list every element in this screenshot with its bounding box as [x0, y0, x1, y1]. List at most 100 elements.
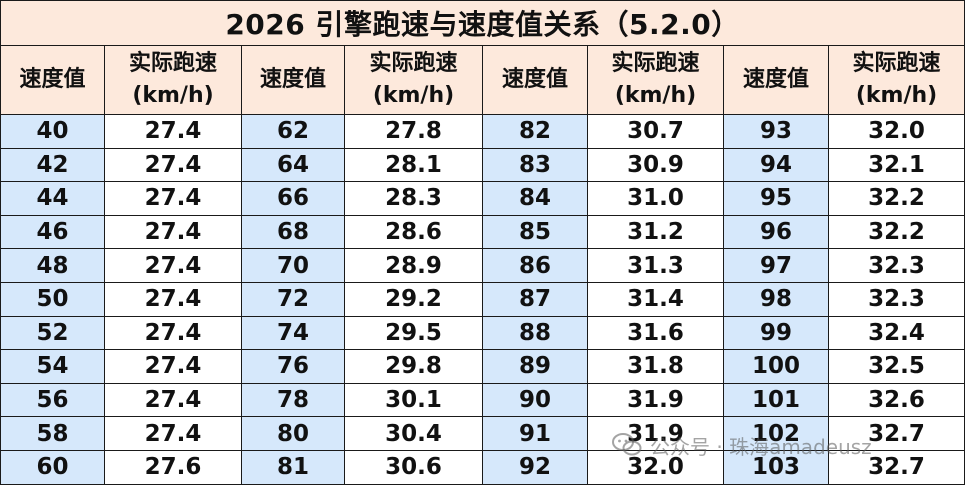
actual-speed-cell: 27.4: [104, 382, 242, 418]
actual-speed-cell: 32.2: [827, 181, 966, 216]
header-actual-speed: 实际跑速 (km/h): [827, 45, 966, 115]
actual-speed-cell: 32.6: [827, 382, 966, 418]
actual-speed-cell: 31.0: [587, 181, 724, 216]
speed-value-cell: 66: [241, 181, 345, 216]
speed-value-cell: 94: [723, 147, 829, 183]
actual-speed-cell: 32.0: [827, 114, 966, 149]
actual-speed-cell: 31.3: [587, 248, 724, 283]
table-row: 58 27.4 80 30.4 91 31.9 102 32.7: [0, 416, 966, 451]
header-actual-speed-unit: (km/h): [372, 83, 455, 108]
header-row: 速度值 实际跑速 (km/h) 速度值 实际跑速 (km/h) 速度值 实际跑速 (k…: [0, 45, 966, 115]
actual-speed-cell: 31.9: [587, 416, 724, 451]
actual-speed-cell: 27.4: [104, 281, 242, 317]
speed-value-cell: 62: [241, 114, 345, 149]
header-speed-value: 速度值: [0, 45, 105, 115]
table-row: 40 27.4 62 27.8 82 30.7 93 32.0: [0, 114, 966, 149]
actual-speed-cell: 31.8: [587, 349, 724, 384]
actual-speed-cell: 31.9: [587, 382, 724, 418]
speed-value-cell: 70: [241, 248, 345, 283]
speed-value-cell: 74: [241, 315, 345, 351]
actual-speed-cell: 32.3: [827, 248, 966, 283]
speed-value-cell: 85: [482, 214, 588, 250]
speed-value-cell: 87: [482, 281, 588, 317]
header-actual-speed: 实际跑速 (km/h): [587, 45, 724, 115]
speed-value-cell: 99: [723, 315, 829, 351]
speed-value-cell: 93: [723, 114, 829, 149]
actual-speed-cell: 27.4: [104, 315, 242, 351]
actual-speed-cell: 30.9: [587, 147, 724, 183]
actual-speed-cell: 32.4: [827, 315, 966, 351]
actual-speed-cell: 28.3: [344, 181, 483, 216]
speed-value-cell: 82: [482, 114, 588, 149]
header-actual-speed: 实际跑速 (km/h): [104, 45, 242, 115]
table-row: 60 27.6 81 30.6 92 32.0 103 32.7: [0, 449, 966, 485]
speed-value-cell: 100: [723, 349, 829, 384]
speed-value-cell: 42: [0, 147, 105, 183]
actual-speed-cell: 30.6: [344, 449, 483, 485]
speed-value-cell: 81: [241, 449, 345, 485]
actual-speed-cell: 32.3: [827, 281, 966, 317]
speed-value-cell: 52: [0, 315, 105, 351]
header-speed-value: 速度值: [482, 45, 588, 115]
speed-value-cell: 98: [723, 281, 829, 317]
actual-speed-cell: 27.4: [104, 416, 242, 451]
header-actual-speed-label: 实际跑速: [611, 51, 700, 76]
speed-value-cell: 60: [0, 449, 105, 485]
table-row: 46 27.4 68 28.6 85 31.2 96 32.2: [0, 214, 966, 250]
actual-speed-cell: 32.2: [827, 214, 966, 250]
actual-speed-cell: 30.7: [587, 114, 724, 149]
header-speed-value: 速度值: [723, 45, 829, 115]
actual-speed-cell: 32.7: [827, 416, 966, 451]
table-title: 2026 引擎跑速与速度值关系（5.2.0）: [0, 0, 966, 46]
actual-speed-cell: 27.4: [104, 349, 242, 384]
table-row: 52 27.4 74 29.5 88 31.6 99 32.4: [0, 315, 966, 351]
table-row: 54 27.4 76 29.8 89 31.8 100 32.5: [0, 349, 966, 384]
actual-speed-cell: 27.4: [104, 147, 242, 183]
actual-speed-cell: 32.0: [587, 449, 724, 485]
speed-value-cell: 89: [482, 349, 588, 384]
actual-speed-cell: 28.1: [344, 147, 483, 183]
speed-value-cell: 97: [723, 248, 829, 283]
actual-speed-cell: 32.1: [827, 147, 966, 183]
speed-value-cell: 88: [482, 315, 588, 351]
speed-value-cell: 40: [0, 114, 105, 149]
speed-value-cell: 72: [241, 281, 345, 317]
table-row: 48 27.4 70 28.9 86 31.3 97 32.3: [0, 248, 966, 283]
actual-speed-cell: 27.4: [104, 181, 242, 216]
speed-value-cell: 95: [723, 181, 829, 216]
speed-value-cell: 46: [0, 214, 105, 250]
speed-value-cell: 80: [241, 416, 345, 451]
table-row: 42 27.4 64 28.1 83 30.9 94 32.1: [0, 147, 966, 183]
header-actual-speed: 实际跑速 (km/h): [344, 45, 483, 115]
actual-speed-cell: 29.2: [344, 281, 483, 317]
actual-speed-cell: 29.8: [344, 349, 483, 384]
table-row: 44 27.4 66 28.3 84 31.0 95 32.2: [0, 181, 966, 216]
header-actual-speed-label: 实际跑速: [369, 51, 458, 76]
speed-value-cell: 48: [0, 248, 105, 283]
speed-value-cell: 90: [482, 382, 588, 418]
speed-value-cell: 68: [241, 214, 345, 250]
speed-value-cell: 101: [723, 382, 829, 418]
actual-speed-cell: 27.4: [104, 248, 242, 283]
speed-value-cell: 86: [482, 248, 588, 283]
actual-speed-cell: 28.6: [344, 214, 483, 250]
table-body: 40 27.4 62 27.8 82 30.7 93 32.0 42 27.4 64 28.1 83 30…: [0, 114, 966, 485]
speed-value-cell: 56: [0, 382, 105, 418]
header-actual-speed-unit: (km/h): [614, 83, 697, 108]
actual-speed-cell: 31.6: [587, 315, 724, 351]
header-speed-value: 速度值: [241, 45, 345, 115]
header-actual-speed-label: 实际跑速: [852, 51, 941, 76]
speed-value-cell: 83: [482, 147, 588, 183]
actual-speed-cell: 30.1: [344, 382, 483, 418]
actual-speed-cell: 27.8: [344, 114, 483, 149]
actual-speed-cell: 32.7: [827, 449, 966, 485]
speed-value-cell: 92: [482, 449, 588, 485]
actual-speed-cell: 29.5: [344, 315, 483, 351]
speed-value-cell: 78: [241, 382, 345, 418]
actual-speed-cell: 31.2: [587, 214, 724, 250]
speed-value-cell: 76: [241, 349, 345, 384]
header-actual-speed-unit: (km/h): [132, 83, 214, 108]
speed-value-cell: 102: [723, 416, 829, 451]
